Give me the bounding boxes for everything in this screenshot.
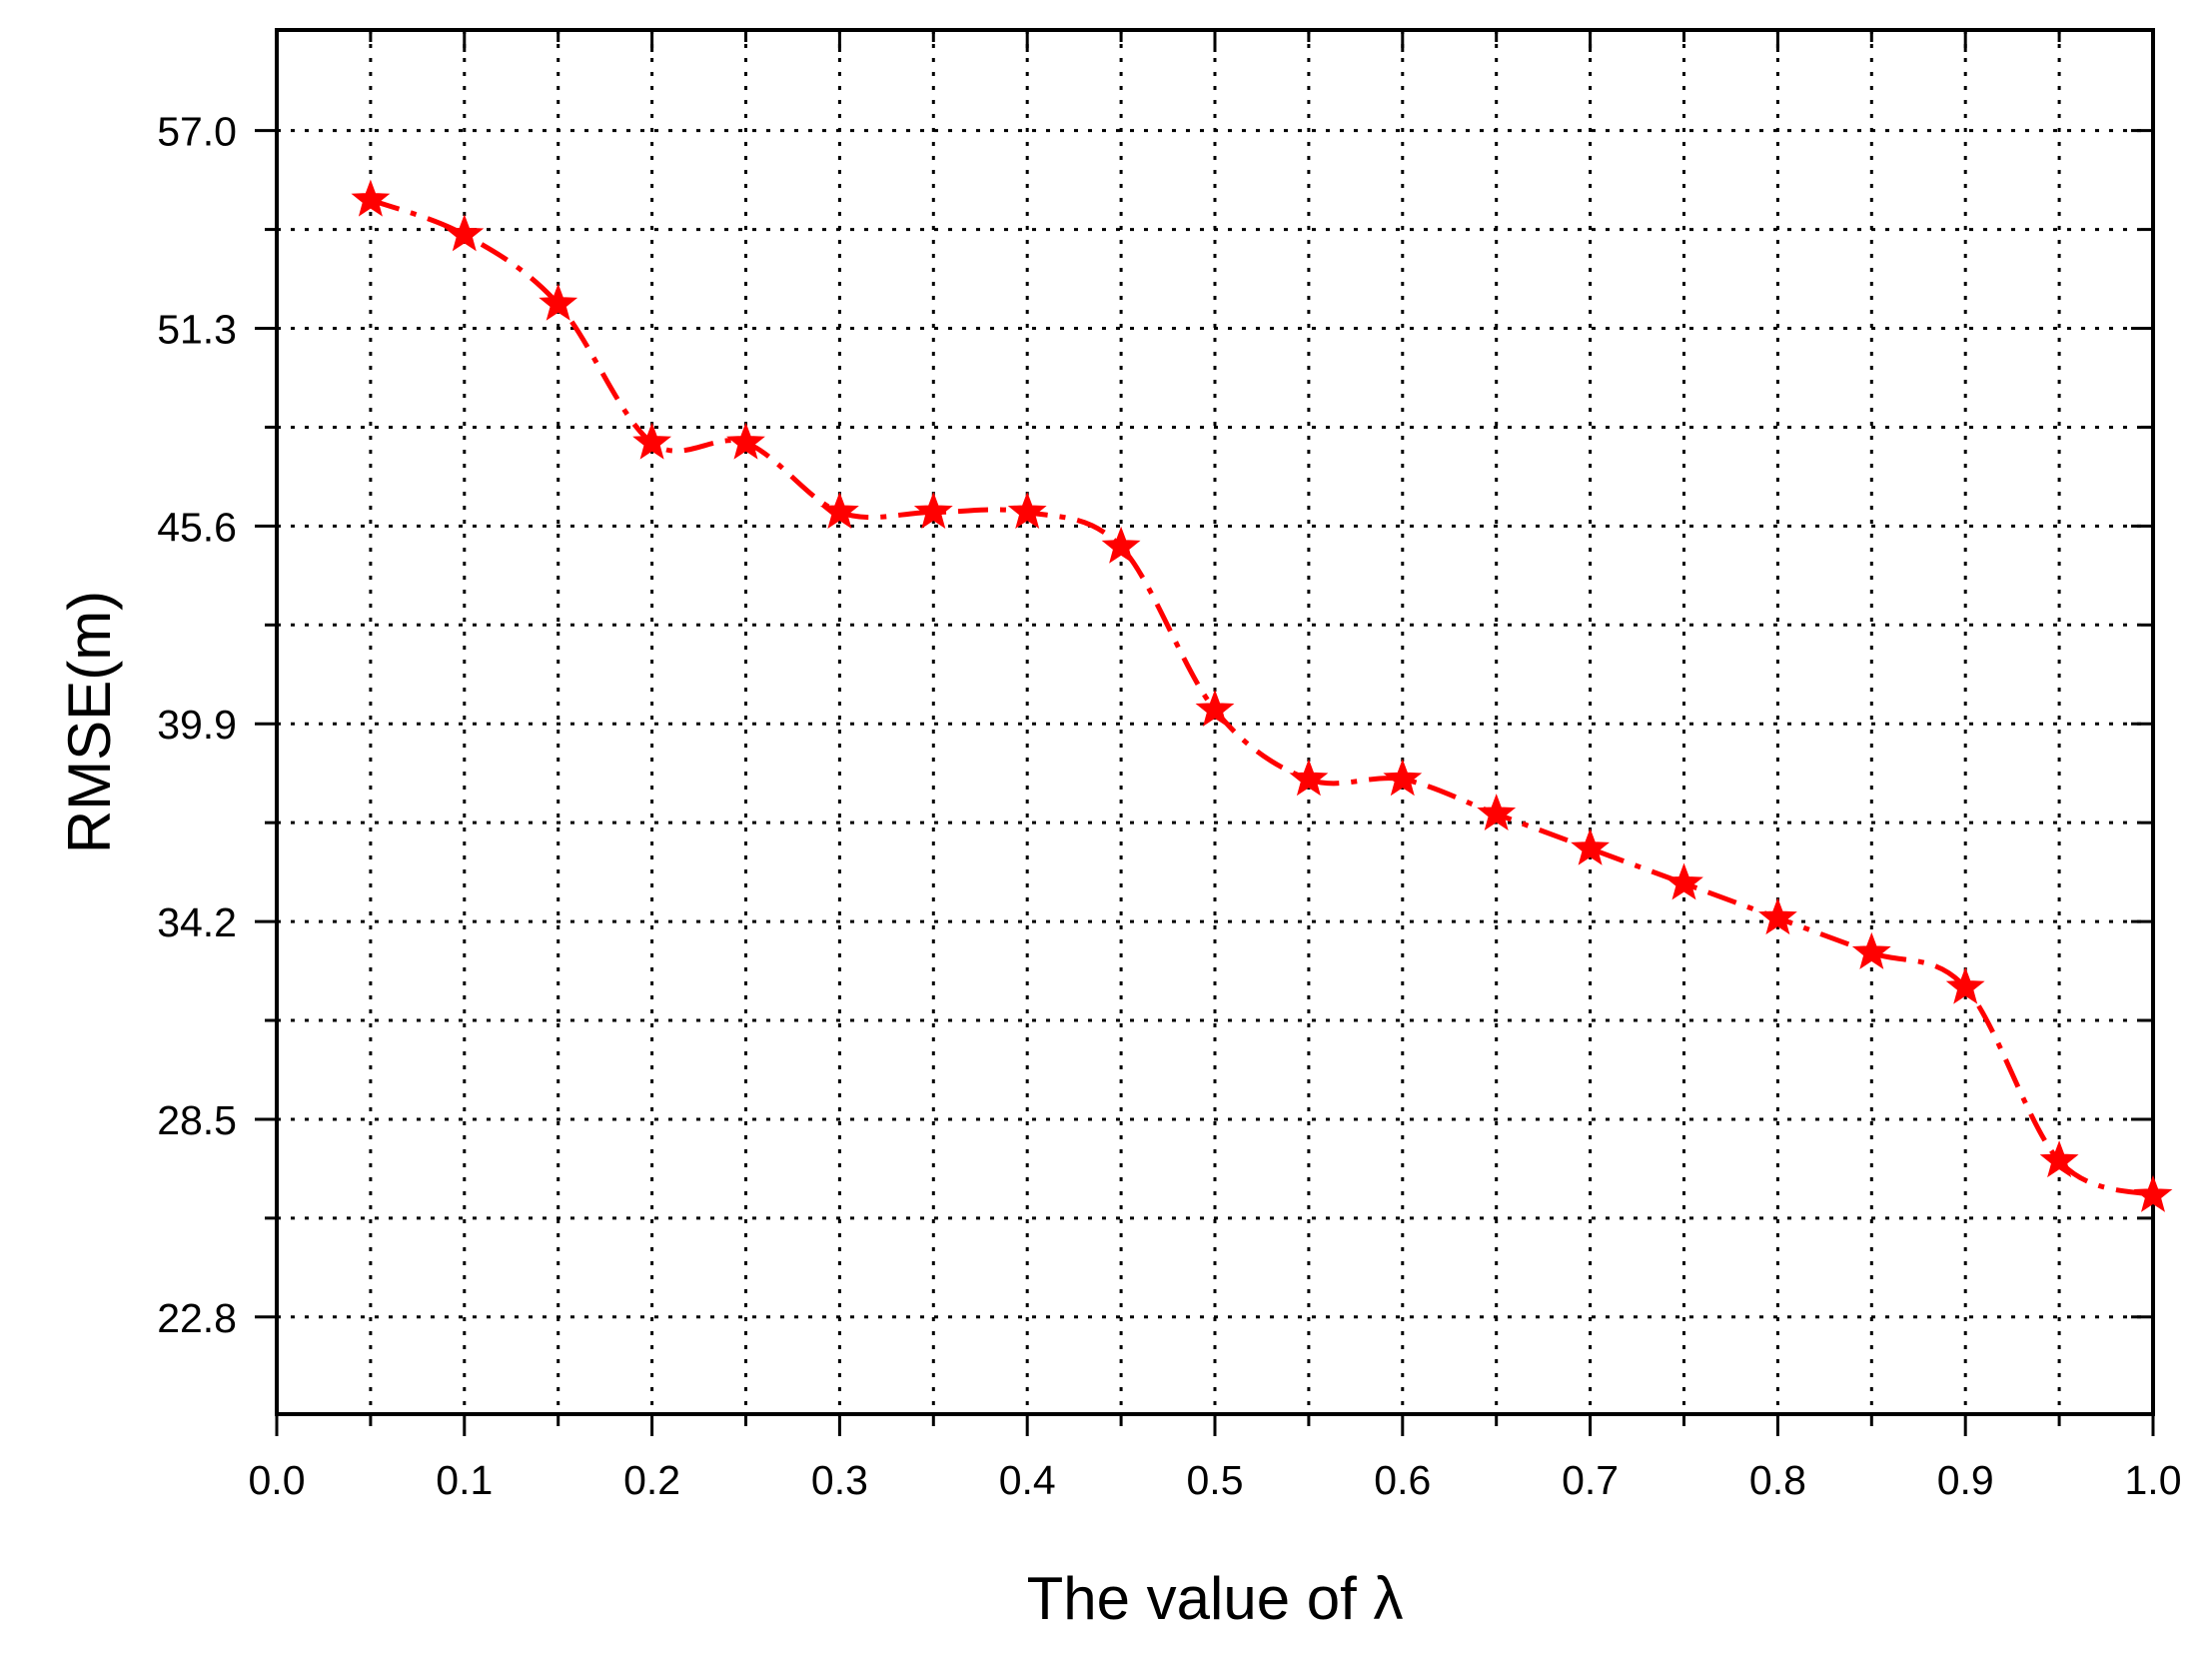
x-axis-title: The value of λ [1027, 1565, 1404, 1632]
x-tick-label: 1.0 [2125, 1457, 2182, 1503]
data-point [726, 422, 765, 460]
x-tick-label: 0.2 [623, 1457, 680, 1503]
y-tick-label: 34.2 [157, 899, 237, 945]
data-point [2039, 1140, 2079, 1178]
y-tick-label: 57.0 [157, 109, 237, 155]
series-line [370, 197, 2154, 1198]
data-point [1571, 828, 1611, 865]
grid [277, 30, 2153, 1414]
data-point [1383, 759, 1423, 797]
x-tick-label: 0.4 [999, 1457, 1056, 1503]
data-point [1757, 897, 1797, 935]
data-point [819, 492, 859, 530]
series-layer [351, 179, 2173, 1212]
x-tick-label: 0.1 [436, 1457, 493, 1503]
data-point [1945, 966, 1985, 1004]
y-axis-title: RMSE(m) [56, 591, 123, 853]
y-tick-label: 22.8 [157, 1295, 237, 1341]
y-tick-label: 45.6 [157, 504, 237, 550]
data-point [1007, 492, 1047, 530]
data-point [1101, 526, 1141, 564]
data-point [913, 492, 953, 530]
data-point [351, 179, 391, 217]
data-point [1477, 794, 1517, 831]
data-point [1195, 689, 1235, 727]
y-tick-label: 39.9 [157, 702, 237, 748]
data-point [445, 214, 485, 252]
x-tick-label: 0.5 [1187, 1457, 1244, 1503]
y-tick-label: 28.5 [157, 1097, 237, 1143]
tick-labels: 0.0 0.1 0.2 0.3 0.4 0.5 0.6 0.7 0.8 0.9 1.0 22.8 28.… [157, 109, 2181, 1503]
x-tick-label: 0.0 [249, 1457, 306, 1503]
x-tick-label: 0.9 [1937, 1457, 1994, 1503]
data-point [2133, 1174, 2173, 1212]
plot-frame [275, 28, 2155, 1416]
x-tick-label: 0.8 [1749, 1457, 1806, 1503]
data-point [1289, 759, 1329, 797]
data-point [1664, 862, 1703, 900]
x-tick-label: 0.3 [811, 1457, 868, 1503]
data-point [539, 283, 578, 321]
y-tick-label: 51.3 [157, 307, 237, 353]
data-point [1851, 931, 1891, 969]
x-tick-label: 0.7 [1562, 1457, 1619, 1503]
x-tick-label: 0.6 [1374, 1457, 1431, 1503]
data-point [632, 422, 672, 460]
axes [255, 28, 2155, 1436]
